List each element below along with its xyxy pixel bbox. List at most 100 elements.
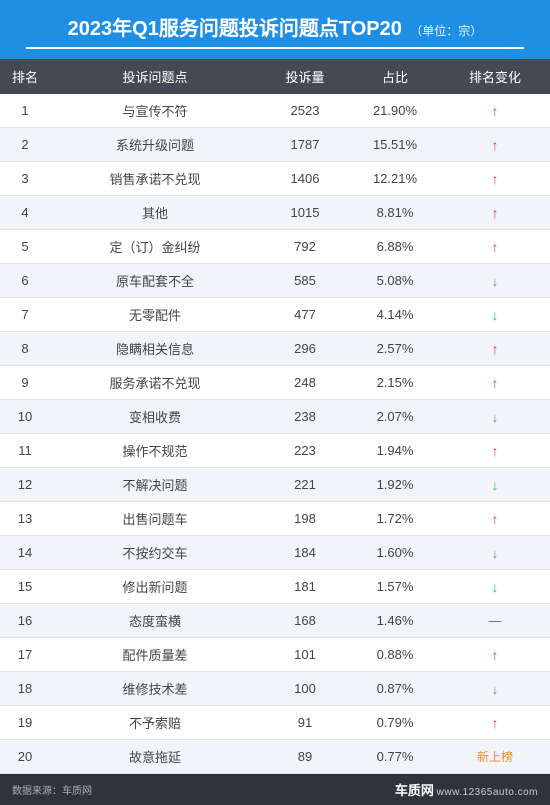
cell-change: ↑ xyxy=(440,332,550,366)
cell-pct: 15.51% xyxy=(350,128,440,162)
cell-issue: 不按约交车 xyxy=(50,536,260,570)
cell-pct: 21.90% xyxy=(350,94,440,128)
cell-rank: 14 xyxy=(0,536,50,570)
cell-count: 184 xyxy=(260,536,350,570)
arrow-up-icon: ↑ xyxy=(492,205,499,221)
table-body: 1与宣传不符252321.90%↑2系统升级问题178715.51%↑3销售承诺… xyxy=(0,94,550,774)
col-change: 排名变化 xyxy=(440,59,550,94)
cell-count: 238 xyxy=(260,400,350,434)
cell-change: ↑ xyxy=(440,94,550,128)
table-header-row: 排名 投诉问题点 投诉量 占比 排名变化 xyxy=(0,59,550,94)
cell-pct: 1.60% xyxy=(350,536,440,570)
complaint-table: 排名 投诉问题点 投诉量 占比 排名变化 1与宣传不符252321.90%↑2系… xyxy=(0,59,550,774)
cell-issue: 系统升级问题 xyxy=(50,128,260,162)
arrow-up-icon: ↑ xyxy=(492,443,499,459)
cell-rank: 4 xyxy=(0,196,50,230)
cell-count: 1787 xyxy=(260,128,350,162)
cell-pct: 1.57% xyxy=(350,570,440,604)
cell-issue: 故意拖延 xyxy=(50,740,260,774)
footer-source: 数据来源：车质网 xyxy=(12,782,92,797)
new-entry-label: 新上榜 xyxy=(477,750,513,764)
cell-issue: 原车配套不全 xyxy=(50,264,260,298)
cell-count: 792 xyxy=(260,230,350,264)
cell-pct: 8.81% xyxy=(350,196,440,230)
cell-rank: 16 xyxy=(0,604,50,638)
cell-count: 100 xyxy=(260,672,350,706)
cell-pct: 2.57% xyxy=(350,332,440,366)
cell-issue: 配件质量差 xyxy=(50,638,260,672)
arrow-up-icon: ↑ xyxy=(492,715,499,731)
cell-issue: 其他 xyxy=(50,196,260,230)
cell-count: 221 xyxy=(260,468,350,502)
cell-change: — xyxy=(440,604,550,638)
table-row: 13出售问题车1981.72%↑ xyxy=(0,502,550,536)
cell-count: 296 xyxy=(260,332,350,366)
cell-rank: 18 xyxy=(0,672,50,706)
cell-issue: 出售问题车 xyxy=(50,502,260,536)
cell-issue: 无零配件 xyxy=(50,298,260,332)
table-row: 11操作不规范2231.94%↑ xyxy=(0,434,550,468)
cell-count: 89 xyxy=(260,740,350,774)
table-row: 16态度蛮横1681.46%— xyxy=(0,604,550,638)
table-row: 19不予索赔910.79%↑ xyxy=(0,706,550,740)
cell-issue: 服务承诺不兑现 xyxy=(50,366,260,400)
col-rank: 排名 xyxy=(0,59,50,94)
arrow-up-icon: ↑ xyxy=(492,171,499,187)
cell-rank: 10 xyxy=(0,400,50,434)
cell-change: ↓ xyxy=(440,264,550,298)
col-count: 投诉量 xyxy=(260,59,350,94)
cell-rank: 9 xyxy=(0,366,50,400)
cell-rank: 15 xyxy=(0,570,50,604)
cell-pct: 2.07% xyxy=(350,400,440,434)
cell-issue: 隐瞒相关信息 xyxy=(50,332,260,366)
cell-change: ↑ xyxy=(440,706,550,740)
cell-count: 198 xyxy=(260,502,350,536)
arrow-down-icon: ↓ xyxy=(492,477,499,493)
cell-count: 181 xyxy=(260,570,350,604)
cell-rank: 17 xyxy=(0,638,50,672)
cell-count: 168 xyxy=(260,604,350,638)
cell-pct: 0.79% xyxy=(350,706,440,740)
cell-issue: 态度蛮横 xyxy=(50,604,260,638)
title-main: 2023年Q1服务问题投诉问题点TOP20 xyxy=(68,18,402,40)
cell-change: ↑ xyxy=(440,638,550,672)
cell-count: 101 xyxy=(260,638,350,672)
cell-change: 新上榜 xyxy=(440,740,550,774)
cell-issue: 修出新问题 xyxy=(50,570,260,604)
cell-change: ↓ xyxy=(440,298,550,332)
arrow-up-icon: ↑ xyxy=(492,511,499,527)
arrow-up-icon: ↑ xyxy=(492,103,499,119)
cell-change: ↑ xyxy=(440,502,550,536)
arrow-up-icon: ↑ xyxy=(492,341,499,357)
cell-pct: 6.88% xyxy=(350,230,440,264)
cell-change: ↓ xyxy=(440,400,550,434)
footer-brand-block: 车质网 www.12365auto.com xyxy=(395,780,538,799)
table-row: 5定（订）金纠纷7926.88%↑ xyxy=(0,230,550,264)
arrow-down-icon: ↓ xyxy=(492,545,499,561)
cell-change: ↓ xyxy=(440,672,550,706)
cell-count: 2523 xyxy=(260,94,350,128)
cell-rank: 7 xyxy=(0,298,50,332)
arrow-down-icon: ↓ xyxy=(492,307,499,323)
cell-issue: 不予索赔 xyxy=(50,706,260,740)
cell-issue: 操作不规范 xyxy=(50,434,260,468)
arrow-up-icon: ↑ xyxy=(492,647,499,663)
cell-count: 477 xyxy=(260,298,350,332)
arrow-down-icon: ↓ xyxy=(492,579,499,595)
cell-count: 1015 xyxy=(260,196,350,230)
cell-change: ↑ xyxy=(440,128,550,162)
cell-rank: 2 xyxy=(0,128,50,162)
cell-count: 91 xyxy=(260,706,350,740)
arrow-up-icon: ↑ xyxy=(492,137,499,153)
table-row: 15修出新问题1811.57% ↓ xyxy=(0,570,550,604)
cell-pct: 2.15% xyxy=(350,366,440,400)
cell-issue: 与宣传不符 xyxy=(50,94,260,128)
arrow-up-icon: ↑ xyxy=(492,375,499,391)
arrow-up-icon: ↑ xyxy=(492,239,499,255)
table-row: 9服务承诺不兑现2482.15%↑ xyxy=(0,366,550,400)
table-row: 1与宣传不符252321.90%↑ xyxy=(0,94,550,128)
cell-change: ↑ xyxy=(440,230,550,264)
cell-count: 585 xyxy=(260,264,350,298)
footer-domain: www.12365auto.com xyxy=(437,787,538,798)
table-row: 20故意拖延890.77%新上榜 xyxy=(0,740,550,774)
